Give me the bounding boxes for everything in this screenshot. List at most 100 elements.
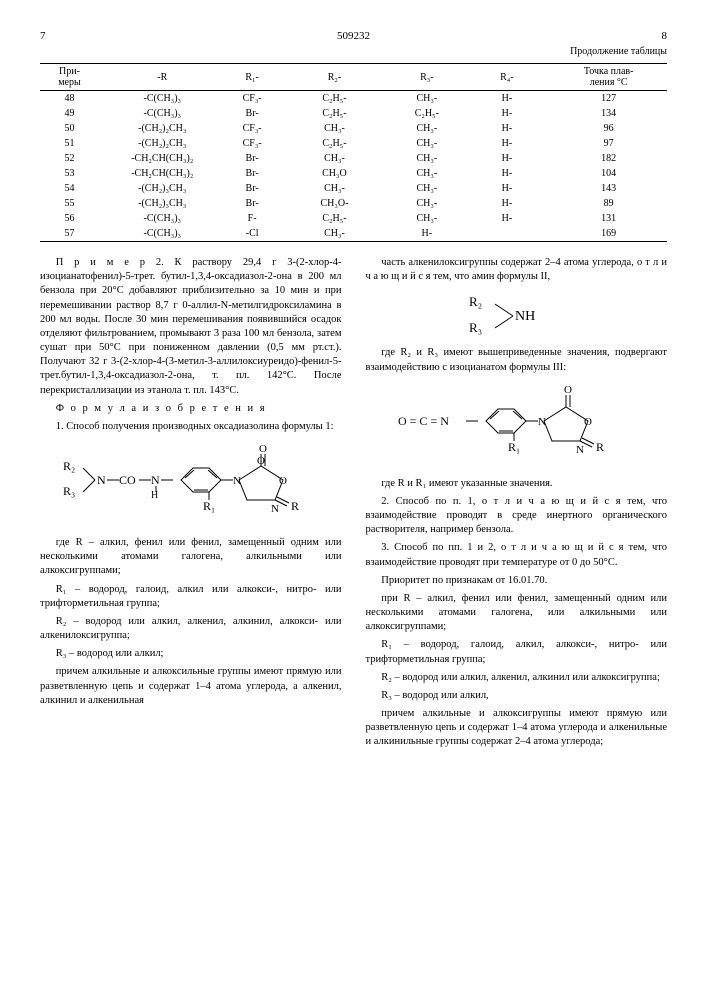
table-cell: 48 bbox=[40, 91, 99, 107]
table-cell: -CH₂CH(CH₃)₂ bbox=[99, 166, 226, 181]
page-num-right: 8 bbox=[662, 30, 668, 42]
table-cell: 56 bbox=[40, 211, 99, 226]
table-cell: 52 bbox=[40, 151, 99, 166]
table-cell: -(CH₂)₂CH₃ bbox=[99, 121, 226, 136]
table-cell: H- bbox=[463, 151, 534, 166]
table-row: 57-C(CH₃)₃-ClCH₃-H-169 bbox=[40, 226, 667, 242]
table-col-header: R₃- bbox=[374, 64, 463, 91]
table-cell: C₂H₅- bbox=[374, 106, 463, 121]
where-r2r3: где R₂ и R₃ имеют вышеприведенные значен… bbox=[366, 346, 668, 374]
table-cell: CH₃O- bbox=[279, 196, 375, 211]
f3-r: R bbox=[596, 440, 604, 454]
table-cell: CH₃- bbox=[374, 151, 463, 166]
table-cell: 53 bbox=[40, 166, 99, 181]
table-cell: 51 bbox=[40, 136, 99, 151]
table-cell: 127 bbox=[534, 91, 667, 107]
pr-r: при R – алкил, фенил или фенил, замещенн… bbox=[366, 592, 668, 635]
table-row: 52-CH₂CH(CH₃)₂Br-CH₃-CH₃-H-182 bbox=[40, 151, 667, 166]
table-row: 50-(CH₂)₂CH₃CF₃-CH₃-CH₃-H-96 bbox=[40, 121, 667, 136]
table-cell: CH₃- bbox=[374, 211, 463, 226]
table-cell: 143 bbox=[534, 181, 667, 196]
table-cell: H- bbox=[374, 226, 463, 242]
formula-title: Ф о р м у л а и з о б р е т е н и я bbox=[40, 402, 342, 416]
table-cell: -C(CH₃)₃ bbox=[99, 106, 226, 121]
table-row: 54-(CH₂)₃CH₃Br-CH₃-CH₃-H-143 bbox=[40, 181, 667, 196]
table-cell: 97 bbox=[534, 136, 667, 151]
page-header: 7 509232 8 bbox=[40, 30, 667, 42]
table-cell: -(CH₂)₃CH₃ bbox=[99, 181, 226, 196]
table-cell: CH₃- bbox=[279, 121, 375, 136]
table-row: 48-C(CH₃)₃CF₃-C₂H₅-CH₃-H-127 bbox=[40, 91, 667, 107]
where-r1: R₁ – водород, галоид, алкил или алкокси-… bbox=[40, 583, 342, 611]
f2-r2: R₂ bbox=[469, 294, 482, 309]
table-cell: Br- bbox=[226, 151, 279, 166]
table-cell: 89 bbox=[534, 196, 667, 211]
table-cell: 55 bbox=[40, 196, 99, 211]
f1-r: R bbox=[291, 499, 299, 513]
table-cell: Br- bbox=[226, 181, 279, 196]
table-cell: C₂H₅- bbox=[279, 136, 375, 151]
table-cell: H- bbox=[463, 91, 534, 107]
table-body: 48-C(CH₃)₃CF₃-C₂H₅-CH₃-H-12749-C(CH₃)₃Br… bbox=[40, 91, 667, 242]
table-col-header: Точка плав-ления °С bbox=[534, 64, 667, 91]
pr-r2: R₂ – водород или алкил, алкенил, алкинил… bbox=[366, 671, 668, 685]
formula-2-svg: R₂ R₃ NH bbox=[461, 290, 571, 340]
f2-nh: NH bbox=[515, 309, 535, 324]
svg-text:N: N bbox=[576, 444, 584, 456]
table-cell: H- bbox=[463, 136, 534, 151]
table-cell: C₂H₅- bbox=[279, 211, 375, 226]
table-header-row: При-меры-RR₁-R₂-R₃-R₄-Точка плав-ления °… bbox=[40, 64, 667, 91]
table-cell: CH₃- bbox=[374, 121, 463, 136]
table-cell: 57 bbox=[40, 226, 99, 242]
table-cell bbox=[463, 226, 534, 242]
table-cell: H- bbox=[463, 166, 534, 181]
f3-o1: O bbox=[564, 384, 572, 396]
table-cell: CH₃O bbox=[279, 166, 375, 181]
table-continuation-label: Продолжение таблицы bbox=[40, 46, 667, 57]
table-row: 56-C(CH₃)₃F-C₂H₅-CH₃-H-131 bbox=[40, 211, 667, 226]
compounds-table: При-меры-RR₁-R₂-R₃-R₄-Точка плав-ления °… bbox=[40, 63, 667, 242]
f1-r2: R₂ bbox=[63, 459, 75, 473]
table-cell: -CH₂CH(CH₃)₂ bbox=[99, 151, 226, 166]
table-cell: 104 bbox=[534, 166, 667, 181]
table-cell: CF₃- bbox=[226, 91, 279, 107]
table-cell: CH₃- bbox=[279, 151, 375, 166]
left-column: П р и м е р 2. К раствору 29,4 г 3-(2-хл… bbox=[40, 256, 342, 754]
table-cell: -(CH₂)₂CH₃ bbox=[99, 136, 226, 151]
table-cell: CH₃- bbox=[374, 181, 463, 196]
formula-1-svg: R₂ R₃ N CO N H R₁ N O O O N bbox=[61, 440, 321, 530]
f3-r1: R₁ bbox=[508, 440, 520, 454]
table-cell: 49 bbox=[40, 106, 99, 121]
patent-number: 509232 bbox=[46, 30, 662, 42]
table-col-header: При-меры bbox=[40, 64, 99, 91]
priority: Приоритет по признакам от 16.01.70. bbox=[366, 574, 668, 588]
table-cell: H- bbox=[463, 211, 534, 226]
table-cell: CH₃- bbox=[374, 196, 463, 211]
claim3: 3. Способ по пп. 1 и 2, о т л и ч а ю щ … bbox=[366, 541, 668, 569]
table-cell: Br- bbox=[226, 196, 279, 211]
table-col-header: -R bbox=[99, 64, 226, 91]
table-cell: C₂H₅- bbox=[279, 106, 375, 121]
where-r: где R – алкил, фенил или фенил, замещенн… bbox=[40, 536, 342, 579]
table-cell: H- bbox=[463, 181, 534, 196]
pr-r1: R₁ – водород, галоид, алкил, алкокси-, н… bbox=[366, 638, 668, 666]
left-tail: причем алкильные и алкоксильные группы и… bbox=[40, 665, 342, 708]
table-cell: -C(CH₃)₃ bbox=[99, 91, 226, 107]
table-cell: H- bbox=[463, 106, 534, 121]
table-row: 49-C(CH₃)₃Br-C₂H₅-C₂H₅-H-134 bbox=[40, 106, 667, 121]
table-cell: 131 bbox=[534, 211, 667, 226]
example-2-text: П р и м е р 2. К раствору 29,4 г 3-(2-хл… bbox=[40, 256, 342, 398]
svg-text:N: N bbox=[233, 475, 241, 487]
f1-n: N bbox=[97, 473, 106, 487]
where-rr1: где R и R₁ имеют указанные значения. bbox=[366, 477, 668, 491]
table-cell: CF₃- bbox=[226, 136, 279, 151]
table-cell: CH₃- bbox=[279, 226, 375, 242]
table-row: 53-CH₂CH(CH₃)₂Br-CH₃OCH₃-H-104 bbox=[40, 166, 667, 181]
claim1-lead: 1. Способ получения производных оксадиаз… bbox=[40, 420, 342, 434]
table-cell: CH₃- bbox=[374, 166, 463, 181]
f3-o2: O bbox=[584, 416, 592, 428]
table-cell: 169 bbox=[534, 226, 667, 242]
f3-n: N bbox=[538, 416, 546, 428]
table-cell: 182 bbox=[534, 151, 667, 166]
table-cell: C₂H₅- bbox=[279, 91, 375, 107]
